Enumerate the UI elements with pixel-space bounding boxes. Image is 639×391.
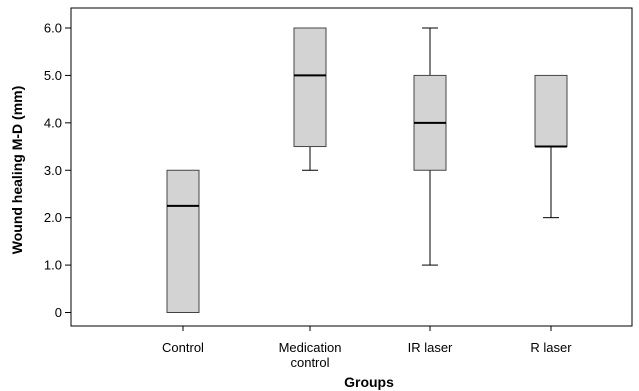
x-tick-label: Medication control [279,340,342,370]
y-tick-label: 2.0 [44,210,62,225]
box-group [534,74,568,219]
y-tick-label: 3.0 [44,163,62,178]
x-tick-label: Control [162,340,204,355]
box-iqr [293,27,327,148]
boxes [166,27,568,313]
box-group [166,169,200,313]
box-group [413,27,447,266]
y-tick-label: 1.0 [44,258,62,273]
y-tick-label: 0 [55,305,62,320]
plot-frame [70,7,633,327]
y-tick-label: 6.0 [44,21,62,36]
box-iqr [166,169,200,313]
y-axis-title: Wound healing M-D (mm) [9,86,25,255]
box-iqr [534,74,568,148]
y-tick-label: 5.0 [44,68,62,83]
y-axis: 0 1.0 2.0 3.0 4.0 5.0 6.0 [44,21,71,320]
x-tick-label: IR laser [408,340,453,355]
x-axis-labels: Control Medication control IR laser R laser [162,326,572,370]
x-tick-label: R laser [530,340,572,355]
y-tick-label: 4.0 [44,115,62,130]
x-axis-title: Groups [344,374,394,390]
box-group [293,27,327,171]
